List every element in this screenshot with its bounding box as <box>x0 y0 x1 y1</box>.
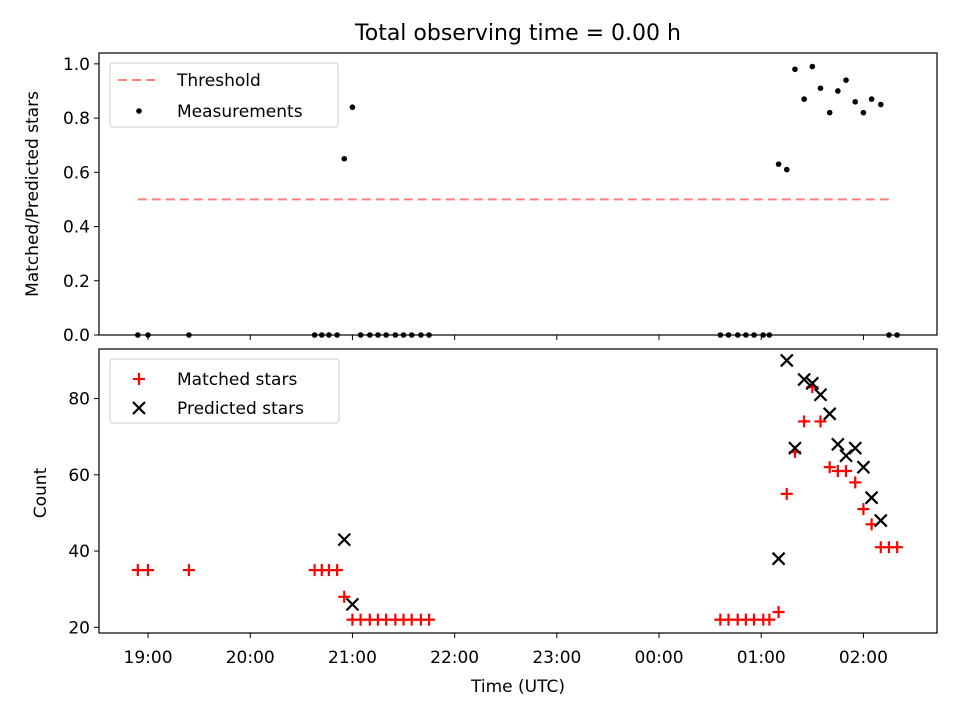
ratio-y-tick-label: 0.8 <box>63 109 90 129</box>
matched-star-point <box>763 613 776 626</box>
matched-star-point <box>891 541 904 554</box>
matched-star-point <box>338 590 351 603</box>
measurement-point <box>868 96 875 102</box>
legend-predicted-label: Predicted stars <box>177 399 304 419</box>
ratio-y-tick-label: 0.6 <box>63 163 90 183</box>
count-y-tick-label: 80 <box>68 390 90 410</box>
ratio-y-tick-label: 0.2 <box>63 272 90 292</box>
matched-star-point <box>331 564 344 577</box>
ratio-legend: Threshold Measurements <box>109 62 339 128</box>
measurement-point <box>775 161 782 167</box>
matched-star-point <box>798 415 811 428</box>
x-axis-label: Time (UTC) <box>470 677 565 697</box>
predicted-star-point <box>771 551 786 566</box>
measurement-point <box>843 77 849 83</box>
count-x-tick-label: 22:00 <box>430 648 479 668</box>
measurement-point <box>826 109 833 116</box>
matched-star-point <box>857 503 870 516</box>
predicted-star-point <box>822 407 837 421</box>
count-x-tick-label: 01:00 <box>737 648 786 668</box>
measurement-point <box>801 96 807 102</box>
panel-ratio-frame <box>98 52 938 336</box>
panel-ratio: 0.0 0.2 0.4 0.6 0.8 1.0 Matched/Predicted sta… <box>23 52 938 346</box>
count-x-tick-label: 19:00 <box>124 648 173 668</box>
measurement-point <box>877 101 884 108</box>
matched-star-point <box>849 476 862 489</box>
measurement-point <box>835 88 841 94</box>
legend-measurements-label: Measurements <box>177 102 303 122</box>
predicted-star-point <box>848 441 863 455</box>
predicted-star-point <box>813 387 828 402</box>
measurement-point <box>852 99 859 105</box>
legend-frame <box>109 358 340 424</box>
count-legend: Matched stars Predicted stars <box>109 358 340 424</box>
predicted-star-point <box>805 376 820 391</box>
measurement-point <box>349 104 356 111</box>
count-y-ticks: 20 40 60 80 <box>68 390 99 638</box>
ratio-y-tick-label: 0.0 <box>63 326 90 346</box>
matched-star-point <box>142 564 155 577</box>
count-y-tick-label: 40 <box>68 542 90 562</box>
count-x-tick-label: 20:00 <box>226 648 275 668</box>
matched-star-point <box>772 606 785 619</box>
measurement-point <box>792 66 798 73</box>
matched-star-point <box>182 564 195 577</box>
matched-star-point <box>814 415 827 428</box>
count-x-ticks: 19:00 20:00 21:00 22:00 23:00 00:00 01:00 02:00 <box>124 633 888 668</box>
ratio-y-axis-label: Matched/Predicted stars <box>23 91 43 297</box>
panel-counts-frame <box>98 348 938 634</box>
legend-measurements-swatch <box>136 108 142 114</box>
predicted-star-point <box>337 532 352 547</box>
predicted-star-point <box>797 372 811 387</box>
count-y-tick-label: 60 <box>68 466 90 486</box>
ratio-y-tick-label: 1.0 <box>63 55 90 75</box>
legend-matched-label: Matched stars <box>177 370 297 390</box>
measurement-point <box>783 166 790 173</box>
matched-star-point <box>840 464 853 477</box>
matched-stars-layer <box>131 381 904 626</box>
ratio-x-ticks <box>147 335 864 340</box>
matched-star-point <box>780 487 793 500</box>
predicted-star-point <box>874 513 888 528</box>
count-y-axis-label: Count <box>31 467 51 518</box>
predicted-star-point <box>856 460 871 474</box>
predicted-star-point <box>779 353 794 368</box>
legend-matched-swatch <box>133 373 145 385</box>
legend-frame <box>109 62 339 128</box>
predicted-star-point <box>831 437 845 452</box>
measurement-point <box>817 85 824 92</box>
predicted-star-point <box>345 597 360 612</box>
measurement-point <box>341 155 348 162</box>
count-x-tick-label: 23:00 <box>532 648 581 668</box>
predicted-star-point <box>788 441 802 455</box>
count-y-tick-label: 20 <box>68 618 90 638</box>
count-x-tick-label: 00:00 <box>635 648 684 668</box>
matched-star-point <box>423 613 436 626</box>
panel-counts: 20 40 60 80 19:00 20:00 21:00 22:00 23:00 00:00 0… <box>31 348 938 697</box>
ratio-y-tick-label: 0.4 <box>63 218 90 238</box>
count-x-tick-label: 02:00 <box>839 648 888 668</box>
count-x-tick-label: 21:00 <box>328 648 377 668</box>
predicted-star-point <box>864 490 879 505</box>
matched-star-point <box>131 564 144 577</box>
chart-title: Total observing time = 0.00 h <box>354 21 681 46</box>
ratio-y-ticks: 0.0 0.2 0.4 0.6 0.8 1.0 <box>63 55 99 346</box>
legend-threshold-label: Threshold <box>176 71 261 91</box>
matched-star-point <box>823 461 836 474</box>
predicted-star-point <box>839 448 853 463</box>
measurement-point <box>860 109 867 116</box>
predicted-stars-layer <box>337 353 888 612</box>
measurement-point <box>809 63 816 70</box>
legend-predicted-swatch <box>132 401 146 415</box>
